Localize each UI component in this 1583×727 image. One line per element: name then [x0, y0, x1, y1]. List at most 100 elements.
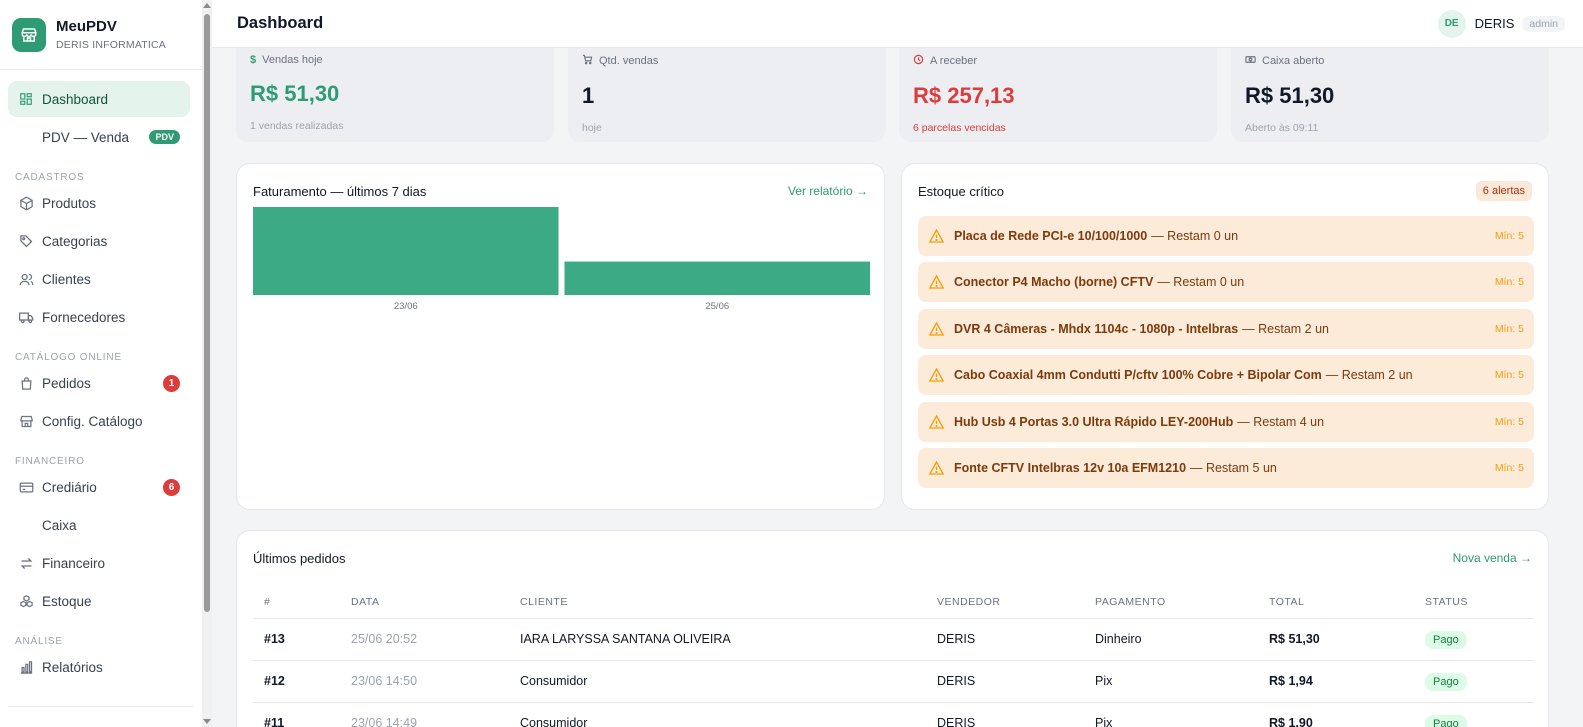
- sidebar-item-caixa[interactable]: Caixa: [8, 507, 190, 543]
- chart-bar[interactable]: [253, 207, 559, 295]
- column-header[interactable]: #: [253, 586, 340, 619]
- count-badge: 6: [163, 478, 180, 496]
- table-row[interactable]: #13 25/06 20:52 IARA LARYSSA SANTANA OLIVE…: [253, 618, 1534, 661]
- stat-value: R$ 257,13: [913, 83, 1015, 108]
- stock-alert-row[interactable]: DVR 4 Câmeras - Mhdx 1104c - 1080p - Int…: [918, 308, 1534, 349]
- truck-icon: [18, 309, 34, 325]
- sidebar-item-credi-rio[interactable]: Crediário 6: [8, 469, 190, 505]
- sidebar-item-label: Caixa: [42, 517, 77, 533]
- brand-name: MeuPDV: [56, 18, 117, 35]
- order-total: R$ 51,30: [1258, 618, 1414, 661]
- stock-alert-row[interactable]: Hub Usb 4 Portas 3.0 Ultra Rápido LEY-20…: [918, 401, 1534, 442]
- sidebar-item-clientes[interactable]: Clientes: [8, 261, 190, 297]
- sidebar-item-label: Relatórios: [42, 659, 103, 675]
- column-header[interactable]: CLIENTE: [509, 586, 926, 619]
- table-row[interactable]: #12 23/06 14:50 Consumidor DERIS Pix R$ 1,94 P…: [253, 660, 1534, 703]
- new-sale-link[interactable]: Nova venda →: [1452, 551, 1532, 565]
- scrollbar-thumb[interactable]: [204, 14, 210, 612]
- product-name: Cabo Coaxial 4mm Condutti P/cftv 100% Co…: [954, 368, 1322, 383]
- order-payment: Dinheiro: [1084, 618, 1258, 661]
- stat-subtext: 1 vendas realizadas: [250, 120, 344, 132]
- stat-value: R$ 51,30: [1245, 83, 1335, 108]
- stat-label-text: Vendas hoje: [262, 54, 323, 66]
- stat-label-text: A receber: [930, 55, 978, 67]
- role-badge: admin: [1522, 15, 1565, 32]
- product-name: Hub Usb 4 Portas 3.0 Ultra Rápido LEY-20…: [954, 414, 1234, 429]
- warning-icon: [928, 460, 945, 475]
- order-client: Consumidor: [509, 660, 926, 703]
- bar-chart-icon: [18, 659, 34, 675]
- clock-icon: [913, 54, 924, 68]
- order-total: R$ 1,90: [1258, 702, 1414, 727]
- min-qty: Mín: 5: [1494, 415, 1524, 428]
- critical-stock-title: Estoque crítico: [918, 184, 1004, 199]
- min-qty: Mín: 5: [1494, 369, 1524, 382]
- sidebar-item-dashboard[interactable]: Dashboard: [8, 81, 190, 117]
- sidebar-item-config-cat-logo[interactable]: Config. Catálogo: [8, 403, 190, 439]
- sidebar-item-estoque[interactable]: Estoque: [8, 583, 190, 619]
- pdv-badge: PDV: [149, 130, 180, 144]
- stock-alert-row[interactable]: Fonte CFTV Intelbras 12v 10a EFM1210— Re…: [918, 448, 1534, 488]
- warning-icon: [928, 414, 945, 429]
- sidebar-item-label: Estoque: [42, 593, 92, 609]
- product-name: Conector P4 Macho (borne) CFTV: [954, 275, 1154, 290]
- store-icon: [12, 17, 46, 52]
- status-cell: Pago: [1414, 660, 1534, 703]
- order-seller: DERIS: [926, 702, 1084, 727]
- order-client: IARA LARYSSA SANTANA OLIVEIRA: [509, 618, 926, 661]
- cart-icon: [582, 54, 593, 68]
- stock-alert-row[interactable]: Conector P4 Macho (borne) CFTV — Restam 0…: [918, 262, 1534, 303]
- sidebar-item-label: Categorias: [42, 233, 108, 249]
- warning-icon: [928, 367, 945, 382]
- recent-orders-panel: Últimos pedidos Nova venda → # DATA CLIENT…: [236, 530, 1549, 727]
- cash-icon: [1245, 54, 1256, 68]
- order-id: #12: [253, 660, 340, 703]
- sidebar-scrollbar[interactable]: [202, 0, 212, 727]
- stat-label: Caixa aberto: [1245, 54, 1535, 68]
- sidebar-item-pdv-venda[interactable]: PDV — Venda PDV: [8, 119, 190, 155]
- sidebar-item-label: PDV — Venda: [42, 129, 130, 145]
- nav-section-label: FINANCEIRO: [15, 456, 85, 467]
- sidebar-item-relat-rios[interactable]: Relatórios: [8, 649, 190, 685]
- column-header[interactable]: TOTAL: [1258, 586, 1414, 619]
- sidebar-item-categorias[interactable]: Categorias: [8, 223, 190, 259]
- stat-card: Qtd. vendas 1 hoje: [568, 32, 886, 142]
- stock-alert-row[interactable]: Placa de Rede PCI-e 10/100/1000— Restam …: [918, 216, 1534, 256]
- sidebar-item-fornecedores[interactable]: Fornecedores: [8, 299, 190, 335]
- min-qty: Mín: 5: [1494, 322, 1524, 335]
- column-header[interactable]: DATA: [340, 586, 509, 619]
- stock-alert-row[interactable]: Cabo Coaxial 4mm Condutti P/cftv 100% Co…: [918, 355, 1534, 396]
- sidebar-item-financeiro[interactable]: Financeiro: [8, 545, 190, 581]
- column-header[interactable]: PAGAMENTO: [1084, 586, 1258, 619]
- bag-icon: [18, 375, 34, 391]
- status-badge: Pago: [1425, 715, 1467, 727]
- brand[interactable]: MeuPDV DERIS INFORMATICA: [0, 0, 211, 70]
- view-report-link[interactable]: Ver relatório →: [787, 184, 868, 198]
- status-cell: Pago: [1414, 618, 1534, 661]
- scroll-up-arrow-icon[interactable]: [203, 3, 211, 8]
- stat-card: A receber R$ 257,13 6 parcelas vencidas: [899, 32, 1217, 142]
- order-date: 23/06 14:49: [340, 702, 509, 727]
- sidebar-item-pedidos[interactable]: Pedidos 1: [8, 365, 190, 401]
- column-header[interactable]: VENDEDOR: [926, 586, 1084, 619]
- boxes-icon: [18, 593, 34, 609]
- product-name: Placa de Rede PCI-e 10/100/1000: [954, 229, 1148, 243]
- stat-subtext: hoje: [582, 122, 602, 134]
- order-date: 25/06 20:52: [340, 618, 509, 661]
- order-date: 23/06 14:50: [340, 660, 509, 703]
- sidebar-item-produtos[interactable]: Produtos: [8, 185, 190, 221]
- nav-section-label: CADASTROS: [15, 172, 85, 183]
- column-header[interactable]: STATUS: [1414, 586, 1534, 619]
- stat-subtext: Aberto às 09:11: [1245, 122, 1319, 134]
- sidebar-item-label: Config. Catálogo: [42, 413, 143, 429]
- sidebar-item-label: Produtos: [42, 195, 97, 211]
- sidebar-item-label: Pedidos: [42, 375, 91, 391]
- order-client: Consumidor: [509, 702, 926, 727]
- table-row[interactable]: #11 23/06 14:49 Consumidor DERIS Pix R$ 1,90 P…: [253, 702, 1534, 727]
- scroll-down-arrow-icon[interactable]: [203, 719, 211, 724]
- chart-bar[interactable]: [564, 261, 871, 295]
- avatar[interactable]: DE: [1437, 9, 1466, 38]
- sidebar-nav: Dashboard PDV — Venda PDV CADASTROS Produtos…: [0, 70, 211, 685]
- user-menu[interactable]: DE DERIS admin: [1437, 9, 1565, 38]
- min-qty: Mín: 5: [1494, 230, 1524, 242]
